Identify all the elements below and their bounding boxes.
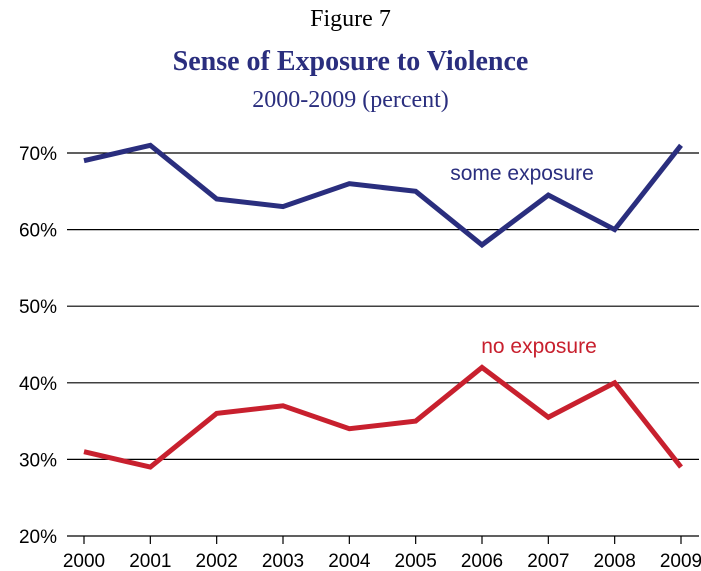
figure-label: Figure 7 — [310, 6, 391, 32]
series-line-no-exposure — [83, 364, 683, 470]
series-line-some-exposure — [83, 142, 683, 249]
x-tick-label: 2004 — [328, 551, 371, 571]
chart-subtitle: 2000-2009 (percent) — [252, 87, 449, 113]
y-tick-label: 30% — [19, 450, 57, 471]
gridlines — [67, 152, 699, 537]
y-tick-label: 40% — [19, 374, 57, 395]
x-axis-ticks: 2000 2001 2002 2003 2004 2005 2006 2007 2008 2009 — [63, 536, 701, 571]
x-tick-label: 2003 — [262, 551, 304, 571]
series-label-some-exposure: some exposure — [450, 162, 594, 185]
y-axis-ticks: 70% 60% 50% 40% 30% 20% — [19, 144, 57, 548]
x-tick-label: 2006 — [461, 551, 503, 571]
chart-title: Sense of Exposure to Violence — [172, 46, 529, 77]
x-tick-label: 2001 — [129, 551, 171, 571]
x-tick-label: 2007 — [527, 551, 569, 571]
y-tick-label: 20% — [19, 527, 57, 548]
x-tick-label: 2009 — [660, 551, 701, 571]
y-tick-label: 60% — [19, 221, 57, 242]
x-tick-label: 2008 — [594, 551, 636, 571]
series-label-no-exposure: no exposure — [481, 335, 597, 358]
x-tick-label: 2005 — [395, 551, 437, 571]
x-tick-label: 2000 — [63, 551, 105, 571]
x-tick-label: 2002 — [196, 551, 238, 571]
y-tick-label: 70% — [19, 144, 57, 165]
series-lines — [83, 142, 683, 470]
y-tick-label: 50% — [19, 297, 57, 318]
